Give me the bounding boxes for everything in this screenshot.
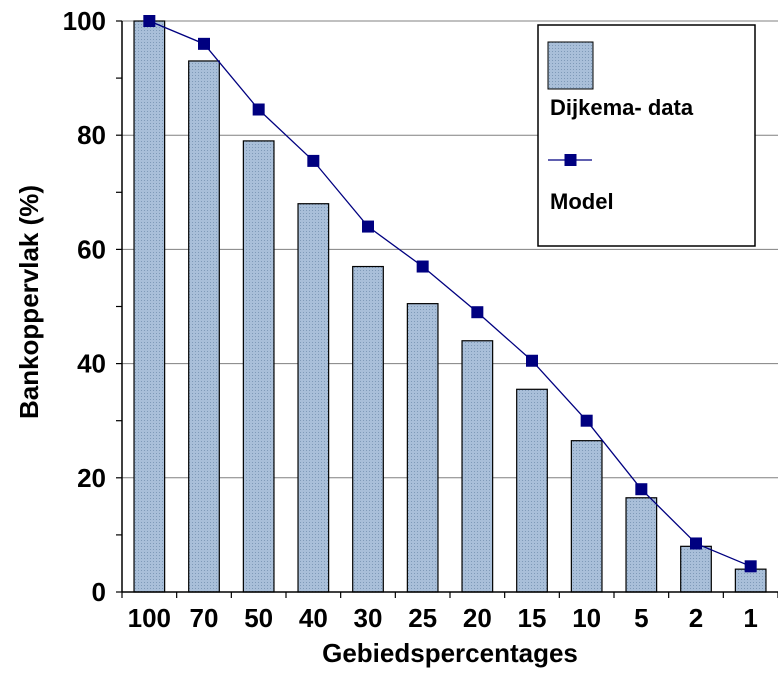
bar <box>570 440 603 593</box>
bar <box>680 545 712 593</box>
bar <box>242 140 275 593</box>
legend-marker-swatch <box>564 154 577 166</box>
bar <box>734 568 767 593</box>
tick-labels: 0 20 40 60 80 100 100 70 50 40 30 25 20 15 10 5 2 1 <box>63 6 758 633</box>
x-tick-label: 40 <box>299 603 328 633</box>
model-point <box>690 537 702 550</box>
y-tick-label: 80 <box>77 120 106 150</box>
bar <box>133 20 166 593</box>
x-tick-label: 25 <box>408 603 437 633</box>
bar <box>625 497 658 593</box>
model-point <box>307 154 320 167</box>
model-line-series <box>143 15 757 573</box>
x-tick-label: 5 <box>634 603 648 633</box>
x-tick-label: 100 <box>128 603 171 633</box>
y-tick-label: 60 <box>77 234 106 264</box>
bar <box>352 265 384 593</box>
legend: Dijkema- data Model <box>537 24 756 247</box>
model-point <box>362 220 374 233</box>
axes <box>116 20 778 598</box>
bar <box>188 60 220 593</box>
model-point <box>580 414 593 427</box>
x-axis-title: Gebiedspercentages <box>322 638 578 668</box>
legend-bar-swatch <box>547 41 594 90</box>
model-point <box>252 103 265 116</box>
bar <box>516 388 548 593</box>
legend-label-dijkema: Dijkema- data <box>550 95 694 120</box>
y-axis-title: Bankoppervlak (%) <box>14 185 44 419</box>
x-tick-label: 70 <box>190 603 219 633</box>
model-point <box>744 560 757 573</box>
model-point <box>526 354 538 367</box>
model-line <box>149 20 751 567</box>
x-tick-label: 2 <box>689 603 703 633</box>
bar-series <box>133 20 767 593</box>
model-point <box>471 306 484 319</box>
x-tick-label: 30 <box>354 603 383 633</box>
y-tick-label: 100 <box>63 6 106 36</box>
x-tick-label: 50 <box>244 603 273 633</box>
model-point <box>198 37 210 50</box>
bar <box>406 303 439 593</box>
y-tick-label: 20 <box>77 463 106 493</box>
model-point <box>143 15 156 27</box>
model-point <box>635 483 648 496</box>
x-tick-label: 1 <box>743 603 757 633</box>
bar <box>461 340 494 593</box>
bar <box>297 203 330 593</box>
model-point <box>416 260 429 273</box>
y-tick-label: 0 <box>92 577 106 607</box>
x-tick-label: 20 <box>463 603 492 633</box>
x-tick-label: 15 <box>518 603 547 633</box>
legend-label-model: Model <box>550 189 614 214</box>
x-tick-label: 10 <box>572 603 601 633</box>
y-tick-label: 40 <box>77 349 106 379</box>
